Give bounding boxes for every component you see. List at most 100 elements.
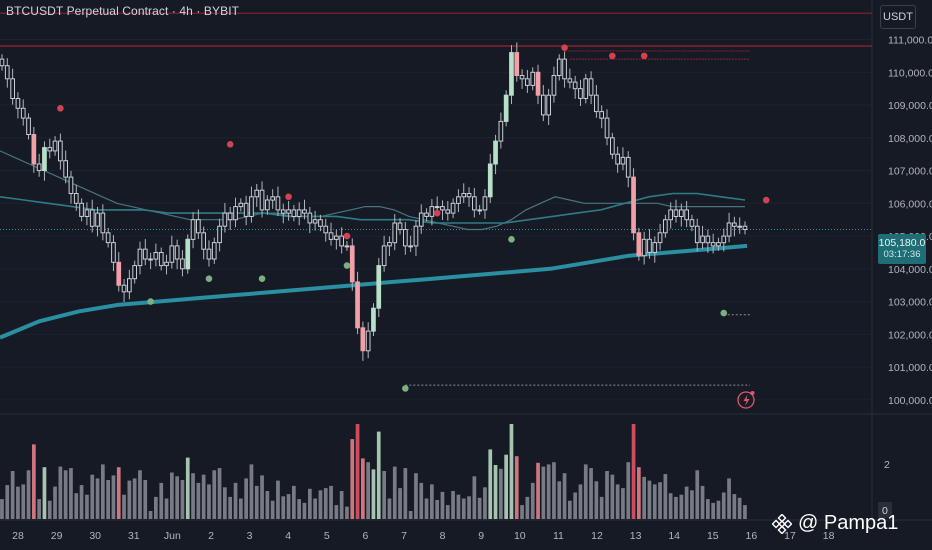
horizontal-levels bbox=[0, 12, 872, 386]
candle bbox=[132, 260, 138, 284]
time-tick-label: 11 bbox=[553, 530, 564, 542]
volume-bar bbox=[308, 488, 312, 519]
candle-body bbox=[206, 248, 212, 260]
candle bbox=[52, 136, 58, 156]
price-tick-label: 106,000.0 bbox=[888, 198, 932, 210]
candle-body bbox=[424, 212, 429, 217]
candle-body bbox=[546, 94, 551, 116]
candle-body bbox=[413, 225, 419, 247]
candle-body bbox=[180, 258, 185, 270]
candle-body bbox=[89, 209, 95, 227]
candle bbox=[227, 206, 233, 230]
candle-body bbox=[477, 209, 482, 212]
candle bbox=[63, 150, 68, 184]
swing-low-marker bbox=[343, 262, 351, 269]
time-tick-label: 4 bbox=[285, 530, 291, 542]
volume-bar bbox=[419, 482, 424, 519]
volume-bar bbox=[690, 490, 694, 519]
volume-bar bbox=[663, 474, 668, 520]
time-tick-label: 17 bbox=[784, 530, 796, 542]
time-tick-label: 18 bbox=[823, 530, 835, 542]
volume-bar bbox=[716, 500, 721, 519]
candle-body bbox=[52, 140, 58, 152]
last-price: 105,180.0 bbox=[878, 237, 926, 249]
swing-high-marker bbox=[561, 44, 568, 51]
volume-bar bbox=[334, 505, 339, 519]
candle-body bbox=[318, 219, 323, 227]
candle bbox=[47, 138, 53, 159]
volume-bar bbox=[217, 468, 222, 519]
volume-bar bbox=[122, 494, 126, 519]
swing-low-marker bbox=[258, 275, 266, 282]
volume-bar bbox=[658, 482, 662, 519]
swing-high-marker bbox=[433, 209, 441, 217]
volume-bar bbox=[382, 471, 386, 519]
volume-bar bbox=[244, 478, 248, 519]
volume-bar bbox=[514, 456, 519, 519]
candle-body bbox=[429, 206, 435, 217]
volume-bar bbox=[732, 494, 737, 519]
time-tick-label: 5 bbox=[324, 530, 330, 542]
volume-bar bbox=[339, 491, 344, 519]
candle-body bbox=[503, 94, 509, 122]
candle-body bbox=[47, 147, 53, 152]
candle-body bbox=[604, 117, 610, 139]
volume-tick-label: 2 bbox=[884, 459, 890, 471]
volume-bar bbox=[552, 462, 556, 519]
volume-bar bbox=[292, 485, 296, 519]
volume-bar bbox=[430, 484, 434, 519]
candle bbox=[514, 42, 520, 82]
volume-bar bbox=[297, 499, 301, 519]
volume-bar bbox=[743, 505, 747, 519]
candle-body bbox=[466, 193, 472, 198]
candle-body bbox=[705, 235, 711, 244]
alert-icon[interactable] bbox=[737, 391, 755, 409]
volume-bar bbox=[711, 502, 715, 519]
last-price-label: 105,180.0 03:17:36 bbox=[878, 234, 926, 264]
candle-body bbox=[679, 209, 684, 217]
candle-body bbox=[73, 193, 79, 204]
volume-bar bbox=[504, 454, 508, 519]
candle bbox=[84, 202, 90, 226]
volume-bar bbox=[212, 470, 217, 519]
candle-body bbox=[201, 232, 207, 250]
candle-body bbox=[79, 202, 84, 217]
candle bbox=[259, 181, 265, 218]
candle-body bbox=[31, 134, 37, 165]
time-axis[interactable]: 28 29 30 31 Jun 2 3 4 5 6 7 8 9 10 11 12 13 14 15 16 17 18 bbox=[12, 530, 834, 542]
volume-bar bbox=[578, 484, 583, 519]
candle bbox=[594, 85, 599, 118]
candle bbox=[334, 229, 339, 250]
candle-body bbox=[334, 235, 339, 240]
candle-body bbox=[211, 242, 217, 260]
candle bbox=[498, 112, 504, 149]
candle bbox=[472, 187, 477, 218]
candle bbox=[541, 85, 546, 122]
currency-selector[interactable]: USDT bbox=[880, 5, 916, 29]
volume-bar bbox=[143, 480, 148, 519]
candle-body bbox=[127, 278, 132, 293]
candle bbox=[339, 227, 344, 254]
candle bbox=[625, 151, 631, 188]
swing-high-marker bbox=[57, 104, 64, 112]
candle-body bbox=[280, 209, 286, 214]
volume-bar bbox=[201, 474, 206, 519]
volume-bar bbox=[642, 476, 646, 519]
volume-bar bbox=[148, 511, 153, 519]
candle-body bbox=[472, 196, 477, 211]
candle-body bbox=[148, 258, 153, 261]
ma-mid-line bbox=[0, 192, 746, 224]
candle-body bbox=[217, 225, 222, 244]
volume-bar bbox=[345, 506, 349, 519]
candle-body bbox=[249, 196, 254, 218]
candle bbox=[689, 214, 695, 232]
candle bbox=[641, 231, 647, 265]
price-axis[interactable]: 100,000.0 101,000.0 102,000.0 103,000.0 104,… bbox=[888, 34, 932, 406]
swing-high-marker bbox=[762, 196, 770, 204]
volume-bar bbox=[392, 466, 397, 519]
candle-body bbox=[551, 75, 557, 96]
time-tick-label: 7 bbox=[401, 530, 407, 542]
candle-body bbox=[418, 212, 424, 227]
candle bbox=[323, 218, 329, 242]
